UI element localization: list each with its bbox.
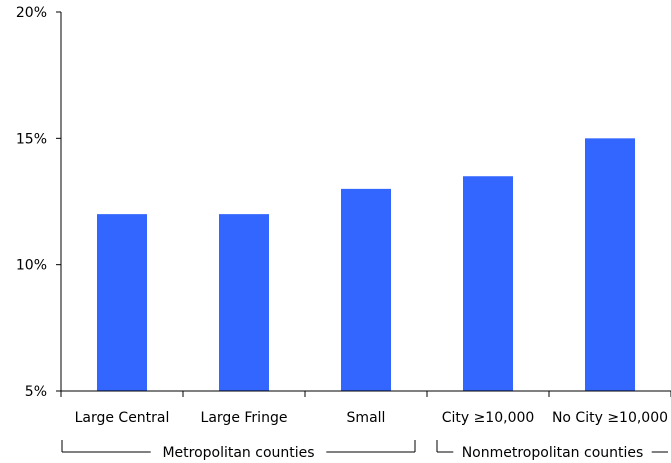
bar	[96, 214, 148, 391]
y-axis: 5% 10% 15% 20%	[16, 5, 62, 400]
x-tick-label: Small	[347, 410, 386, 426]
x-tick-label: Large Fringe	[201, 410, 288, 426]
group-label: Metropolitan counties	[162, 445, 314, 461]
bar	[584, 138, 636, 391]
y-tick-label: 10%	[16, 258, 47, 274]
bar	[462, 176, 514, 391]
x-tick-label: Large Central	[75, 410, 170, 426]
bars	[96, 138, 636, 391]
category-groups: Metropolitan counties Nonmetropolitan cou…	[61, 440, 668, 461]
y-tick-label: 20%	[16, 5, 47, 21]
group-label: Nonmetropolitan counties	[462, 445, 644, 461]
x-axis: Large Central Large Fringe Small City ≥10,0…	[60, 390, 671, 426]
bar	[218, 214, 270, 391]
x-tick-label: No City ≥10,000	[552, 410, 668, 426]
x-tick-label: City ≥10,000	[442, 410, 535, 426]
bar	[340, 188, 392, 391]
y-tick-label: 15%	[16, 131, 47, 147]
y-tick-label: 5%	[25, 384, 47, 400]
